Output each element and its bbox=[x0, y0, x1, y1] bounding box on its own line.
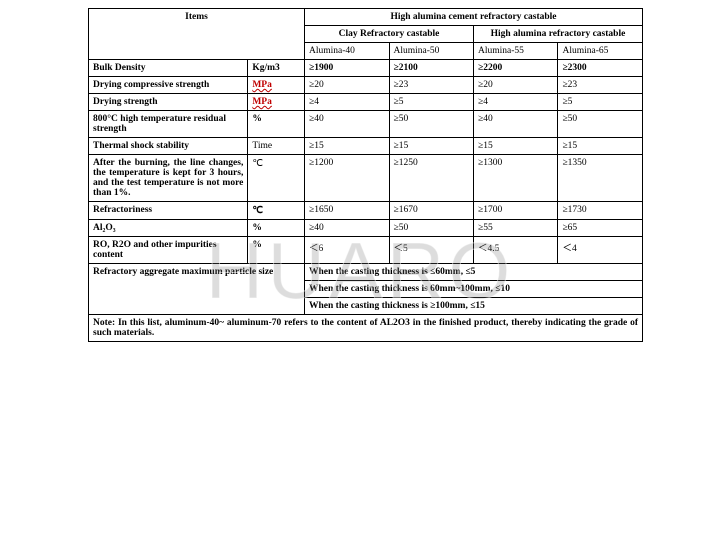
cell: ≥1200 bbox=[305, 155, 389, 202]
header-main: High alumina cement refractory castable bbox=[305, 9, 643, 26]
table-row: Al₂O₃ % ≥40 ≥50 ≥55 ≥65 bbox=[89, 220, 643, 237]
cell: ≥1700 bbox=[473, 202, 557, 220]
cell: ≥1670 bbox=[389, 202, 473, 220]
cell: ＜6 bbox=[305, 237, 389, 264]
cell: ≥23 bbox=[558, 77, 643, 94]
cell: ≥55 bbox=[473, 220, 557, 237]
cell: ＜4 bbox=[558, 237, 643, 264]
cell: ≥20 bbox=[473, 77, 557, 94]
row-unit: % bbox=[248, 237, 305, 264]
cell: ≥1900 bbox=[305, 60, 389, 77]
cell: ≥50 bbox=[389, 111, 473, 138]
table-row: Refractory aggregate maximum particle si… bbox=[89, 264, 643, 281]
table-row: After the burning, the line changes, the… bbox=[89, 155, 643, 202]
col-2: Alumina-55 bbox=[473, 43, 557, 60]
table-row: Bulk Density Kg/m3 ≥1900 ≥2100 ≥2200 ≥23… bbox=[89, 60, 643, 77]
row-unit: ℃ bbox=[248, 155, 305, 202]
cell: ≥1350 bbox=[558, 155, 643, 202]
row-unit: % bbox=[248, 220, 305, 237]
cell: ≥2100 bbox=[389, 60, 473, 77]
cell: ≥5 bbox=[389, 94, 473, 111]
cell: ＜5 bbox=[389, 237, 473, 264]
cell: ≥1250 bbox=[389, 155, 473, 202]
cell: ≥40 bbox=[473, 111, 557, 138]
row-label: Bulk Density bbox=[89, 60, 248, 77]
cell: ≥4 bbox=[305, 94, 389, 111]
cell: ≥1300 bbox=[473, 155, 557, 202]
cell: ≥1730 bbox=[558, 202, 643, 220]
table-row: Refractoriness ℃ ≥1650 ≥1670 ≥1700 ≥1730 bbox=[89, 202, 643, 220]
row-unit: ℃ bbox=[248, 202, 305, 220]
header-items: Items bbox=[89, 9, 305, 60]
table-container: Items High alumina cement refractory cas… bbox=[88, 8, 643, 342]
cell: ≥1650 bbox=[305, 202, 389, 220]
cell: ≥40 bbox=[305, 111, 389, 138]
row-unit: Time bbox=[248, 138, 305, 155]
cell: ≥23 bbox=[389, 77, 473, 94]
table-row: Drying strength MPa ≥4 ≥5 ≥4 ≥5 bbox=[89, 94, 643, 111]
table-row: Drying compressive strength MPa ≥20 ≥23 … bbox=[89, 77, 643, 94]
table-row: Thermal shock stability Time ≥15 ≥15 ≥15… bbox=[89, 138, 643, 155]
table-row: 800°C high temperature residual strength… bbox=[89, 111, 643, 138]
row-label: Drying compressive strength bbox=[89, 77, 248, 94]
spec-table: Items High alumina cement refractory cas… bbox=[88, 8, 643, 342]
row-label: RO, R2O and other impurities content bbox=[89, 237, 248, 264]
row-unit: MPa bbox=[248, 94, 305, 111]
col-0: Alumina-40 bbox=[305, 43, 389, 60]
cell: ≥5 bbox=[558, 94, 643, 111]
col-3: Alumina-65 bbox=[558, 43, 643, 60]
agg-line: When the casting thickness is ≤60mm, ≤5 bbox=[305, 264, 643, 281]
cell: ≥50 bbox=[389, 220, 473, 237]
header-sub1: Clay Refractory castable bbox=[305, 26, 474, 43]
col-1: Alumina-50 bbox=[389, 43, 473, 60]
agg-label: Refractory aggregate maximum particle si… bbox=[89, 264, 305, 315]
row-label: Thermal shock stability bbox=[89, 138, 248, 155]
note-row: Note: In this list, aluminum-40~ aluminu… bbox=[89, 315, 643, 342]
row-unit: Kg/m3 bbox=[248, 60, 305, 77]
row-unit: % bbox=[248, 111, 305, 138]
cell: ≥40 bbox=[305, 220, 389, 237]
cell: ≥2200 bbox=[473, 60, 557, 77]
header-sub2: High alumina refractory castable bbox=[473, 26, 642, 43]
row-unit: MPa bbox=[248, 77, 305, 94]
header-sub1-text: Clay Refractory castable bbox=[339, 29, 440, 39]
cell: ≥50 bbox=[558, 111, 643, 138]
cell: ≥15 bbox=[389, 138, 473, 155]
row-label: 800°C high temperature residual strength bbox=[89, 111, 248, 138]
cell: ≥15 bbox=[558, 138, 643, 155]
note-text: Note: In this list, aluminum-40~ aluminu… bbox=[89, 315, 643, 342]
cell: ≥2300 bbox=[558, 60, 643, 77]
cell: ≥65 bbox=[558, 220, 643, 237]
agg-line: When the casting thickness is 60mm~100mm… bbox=[305, 281, 643, 298]
cell: ≥15 bbox=[305, 138, 389, 155]
cell: ＜4.5 bbox=[473, 237, 557, 264]
row-label: Drying strength bbox=[89, 94, 248, 111]
row-label: Refractoriness bbox=[89, 202, 248, 220]
header-sub2-text: High alumina refractory castable bbox=[491, 29, 626, 39]
agg-line: When the casting thickness is ≥100mm, ≤1… bbox=[305, 298, 643, 315]
table-row: RO, R2O and other impurities content % ＜… bbox=[89, 237, 643, 264]
cell: ≥4 bbox=[473, 94, 557, 111]
row-label: Al₂O₃ bbox=[89, 220, 248, 237]
cell: ≥15 bbox=[473, 138, 557, 155]
cell: ≥20 bbox=[305, 77, 389, 94]
row-label: After the burning, the line changes, the… bbox=[89, 155, 248, 202]
